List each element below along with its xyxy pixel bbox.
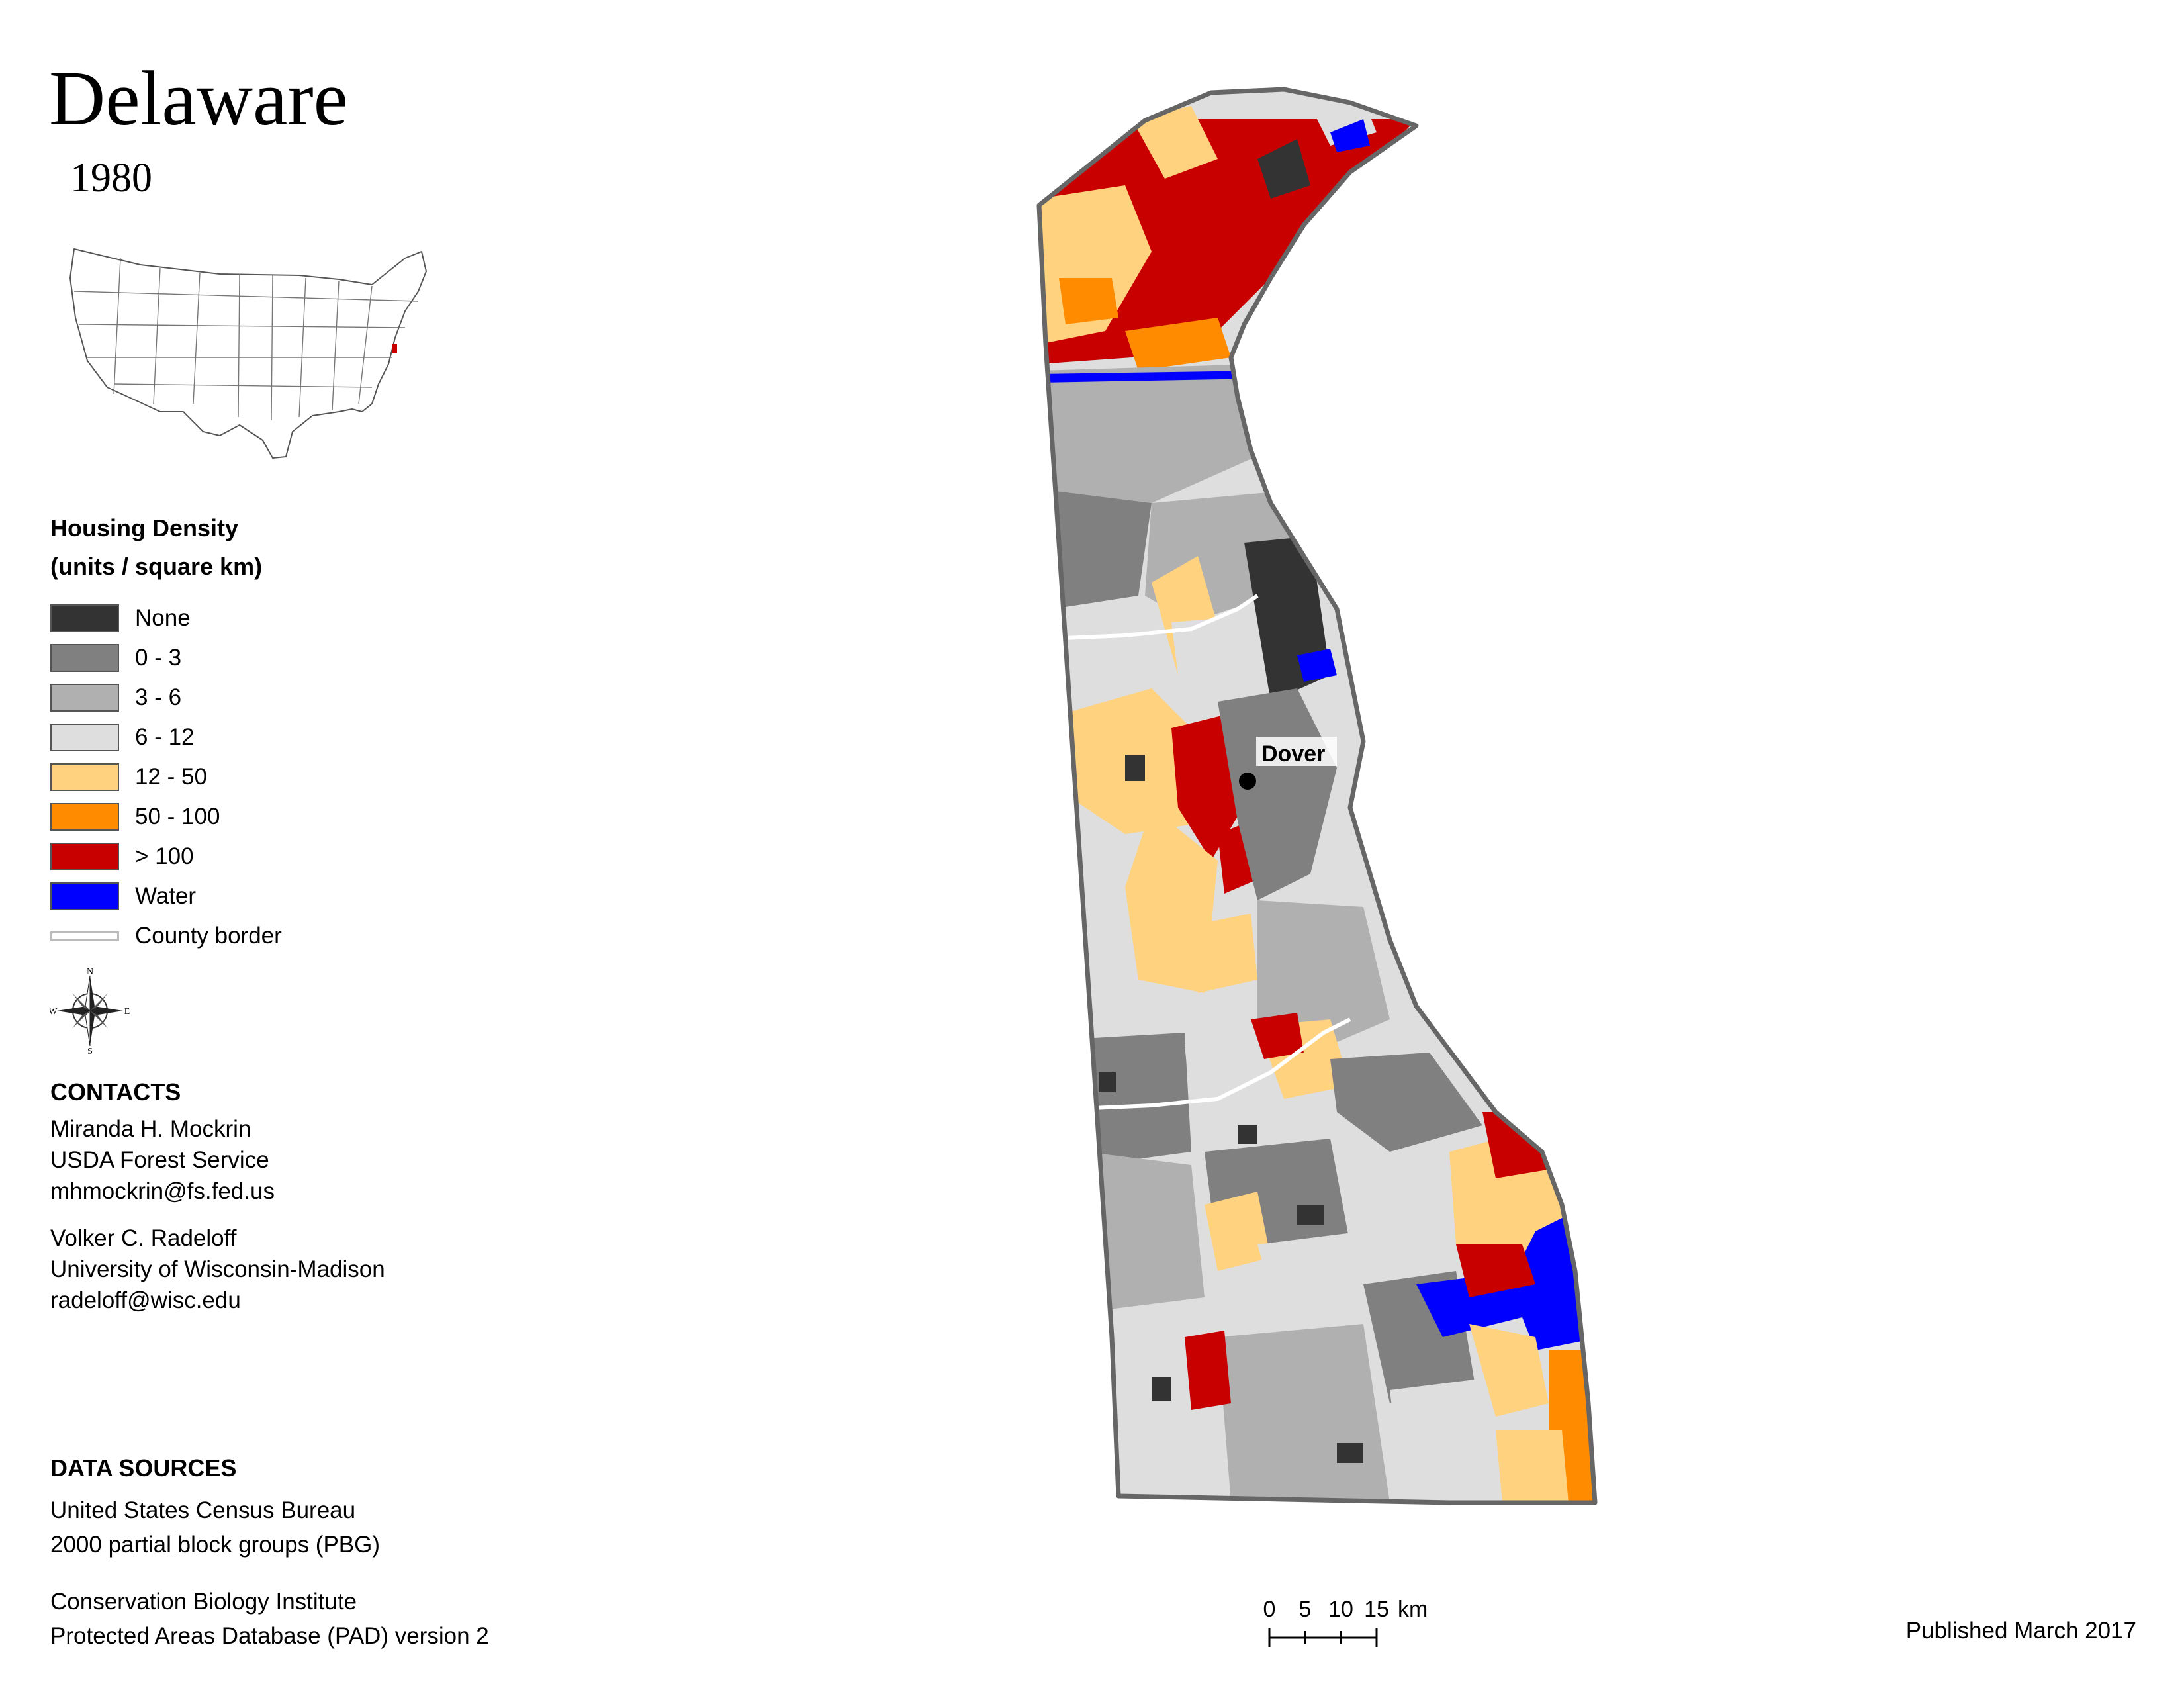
scale-tick-5: 5 — [1299, 1597, 1312, 1622]
source-1-line-1: United States Census Bureau — [50, 1497, 356, 1523]
delaware-outline — [1036, 87, 1598, 1505]
legend-label: County border — [135, 923, 282, 949]
legend-item: 3 - 6 — [50, 678, 282, 718]
legend-label: None — [135, 605, 191, 631]
contact-1-email[interactable]: mhmockrin@fs.fed.us — [50, 1178, 275, 1204]
compass-s: S — [87, 1047, 93, 1054]
compass-n: N — [87, 968, 93, 977]
legend-item: > 100 — [50, 837, 282, 876]
legend-item: 6 - 12 — [50, 718, 282, 757]
us-inset-map — [69, 248, 427, 459]
scale-tick-10: 10 — [1328, 1597, 1353, 1622]
legend-item: 0 - 3 — [50, 638, 282, 678]
legend-item-county-border: County border — [50, 916, 282, 956]
legend-swatch — [50, 604, 119, 632]
contact-1-name: Miranda H. Mockrin — [50, 1116, 251, 1142]
map-year: 1980 — [70, 156, 152, 201]
legend-heading-2: (units / square km) — [50, 553, 263, 580]
legend-item: 12 - 50 — [50, 757, 282, 797]
source-2-line-1: Conservation Biology Institute — [50, 1589, 357, 1615]
legend-heading-1: Housing Density — [50, 514, 239, 541]
contacts-heading: CONTACTS — [50, 1078, 181, 1105]
source-1-line-2: 2000 partial block groups (PBG) — [50, 1532, 381, 1558]
published-date: Published March 2017 — [1905, 1618, 2136, 1644]
county-border-north — [1048, 594, 1259, 641]
legend-swatch — [50, 724, 119, 751]
legend-item: Water — [50, 876, 282, 916]
dover-point — [1239, 773, 1256, 790]
legend: Housing Density (units / square km) None… — [50, 516, 282, 956]
legend-label: Water — [135, 883, 197, 909]
compass-e: E — [124, 1007, 130, 1017]
legend-swatch — [50, 644, 119, 672]
us-outline — [69, 248, 427, 459]
legend-item: None — [50, 598, 282, 638]
legend-swatch — [50, 803, 119, 831]
legend-label: 50 - 100 — [135, 804, 220, 829]
county-border-swatch — [50, 931, 119, 941]
scale-unit: km — [1398, 1597, 1428, 1622]
legend-swatch — [50, 763, 119, 791]
delaware-highlight — [392, 344, 397, 353]
legend-label: 6 - 12 — [135, 724, 195, 750]
legend-swatch — [50, 882, 119, 910]
delaware-housing-density-map: Dover — [1036, 87, 1598, 1505]
dover-label: Dover — [1261, 741, 1325, 767]
compass-rose-icon: N S W E — [50, 968, 130, 1054]
county-border-south — [1078, 1017, 1351, 1111]
legend-item: 50 - 100 — [50, 797, 282, 837]
scale-bar: 0 5 10 15 km — [1263, 1597, 1428, 1647]
contacts: CONTACTS Miranda H. Mockrin USDA Forest … — [50, 1080, 385, 1316]
scale-tick-15: 15 — [1364, 1597, 1389, 1622]
scale-tick-0: 0 — [1263, 1597, 1276, 1622]
data-sources: DATA SOURCES United States Census Bureau… — [50, 1456, 489, 1654]
legend-label: > 100 — [135, 843, 194, 869]
legend-label: 3 - 6 — [135, 684, 182, 710]
data-sources-heading: DATA SOURCES — [50, 1454, 237, 1481]
contact-2-org: University of Wisconsin-Madison — [50, 1256, 385, 1282]
legend-label: 0 - 3 — [135, 645, 182, 671]
contact-2-name: Volker C. Radeloff — [50, 1225, 237, 1251]
legend-swatch — [50, 684, 119, 712]
compass-w: W — [50, 1007, 58, 1017]
source-2-line-2: Protected Areas Database (PAD) version 2 — [50, 1623, 489, 1649]
map-title: Delaware — [49, 55, 349, 142]
legend-label: 12 - 50 — [135, 764, 207, 790]
contact-1-org: USDA Forest Service — [50, 1147, 269, 1173]
legend-swatch — [50, 843, 119, 870]
dover-label-bg — [1256, 737, 1337, 766]
contact-2-email[interactable]: radeloff@wisc.edu — [50, 1288, 241, 1313]
